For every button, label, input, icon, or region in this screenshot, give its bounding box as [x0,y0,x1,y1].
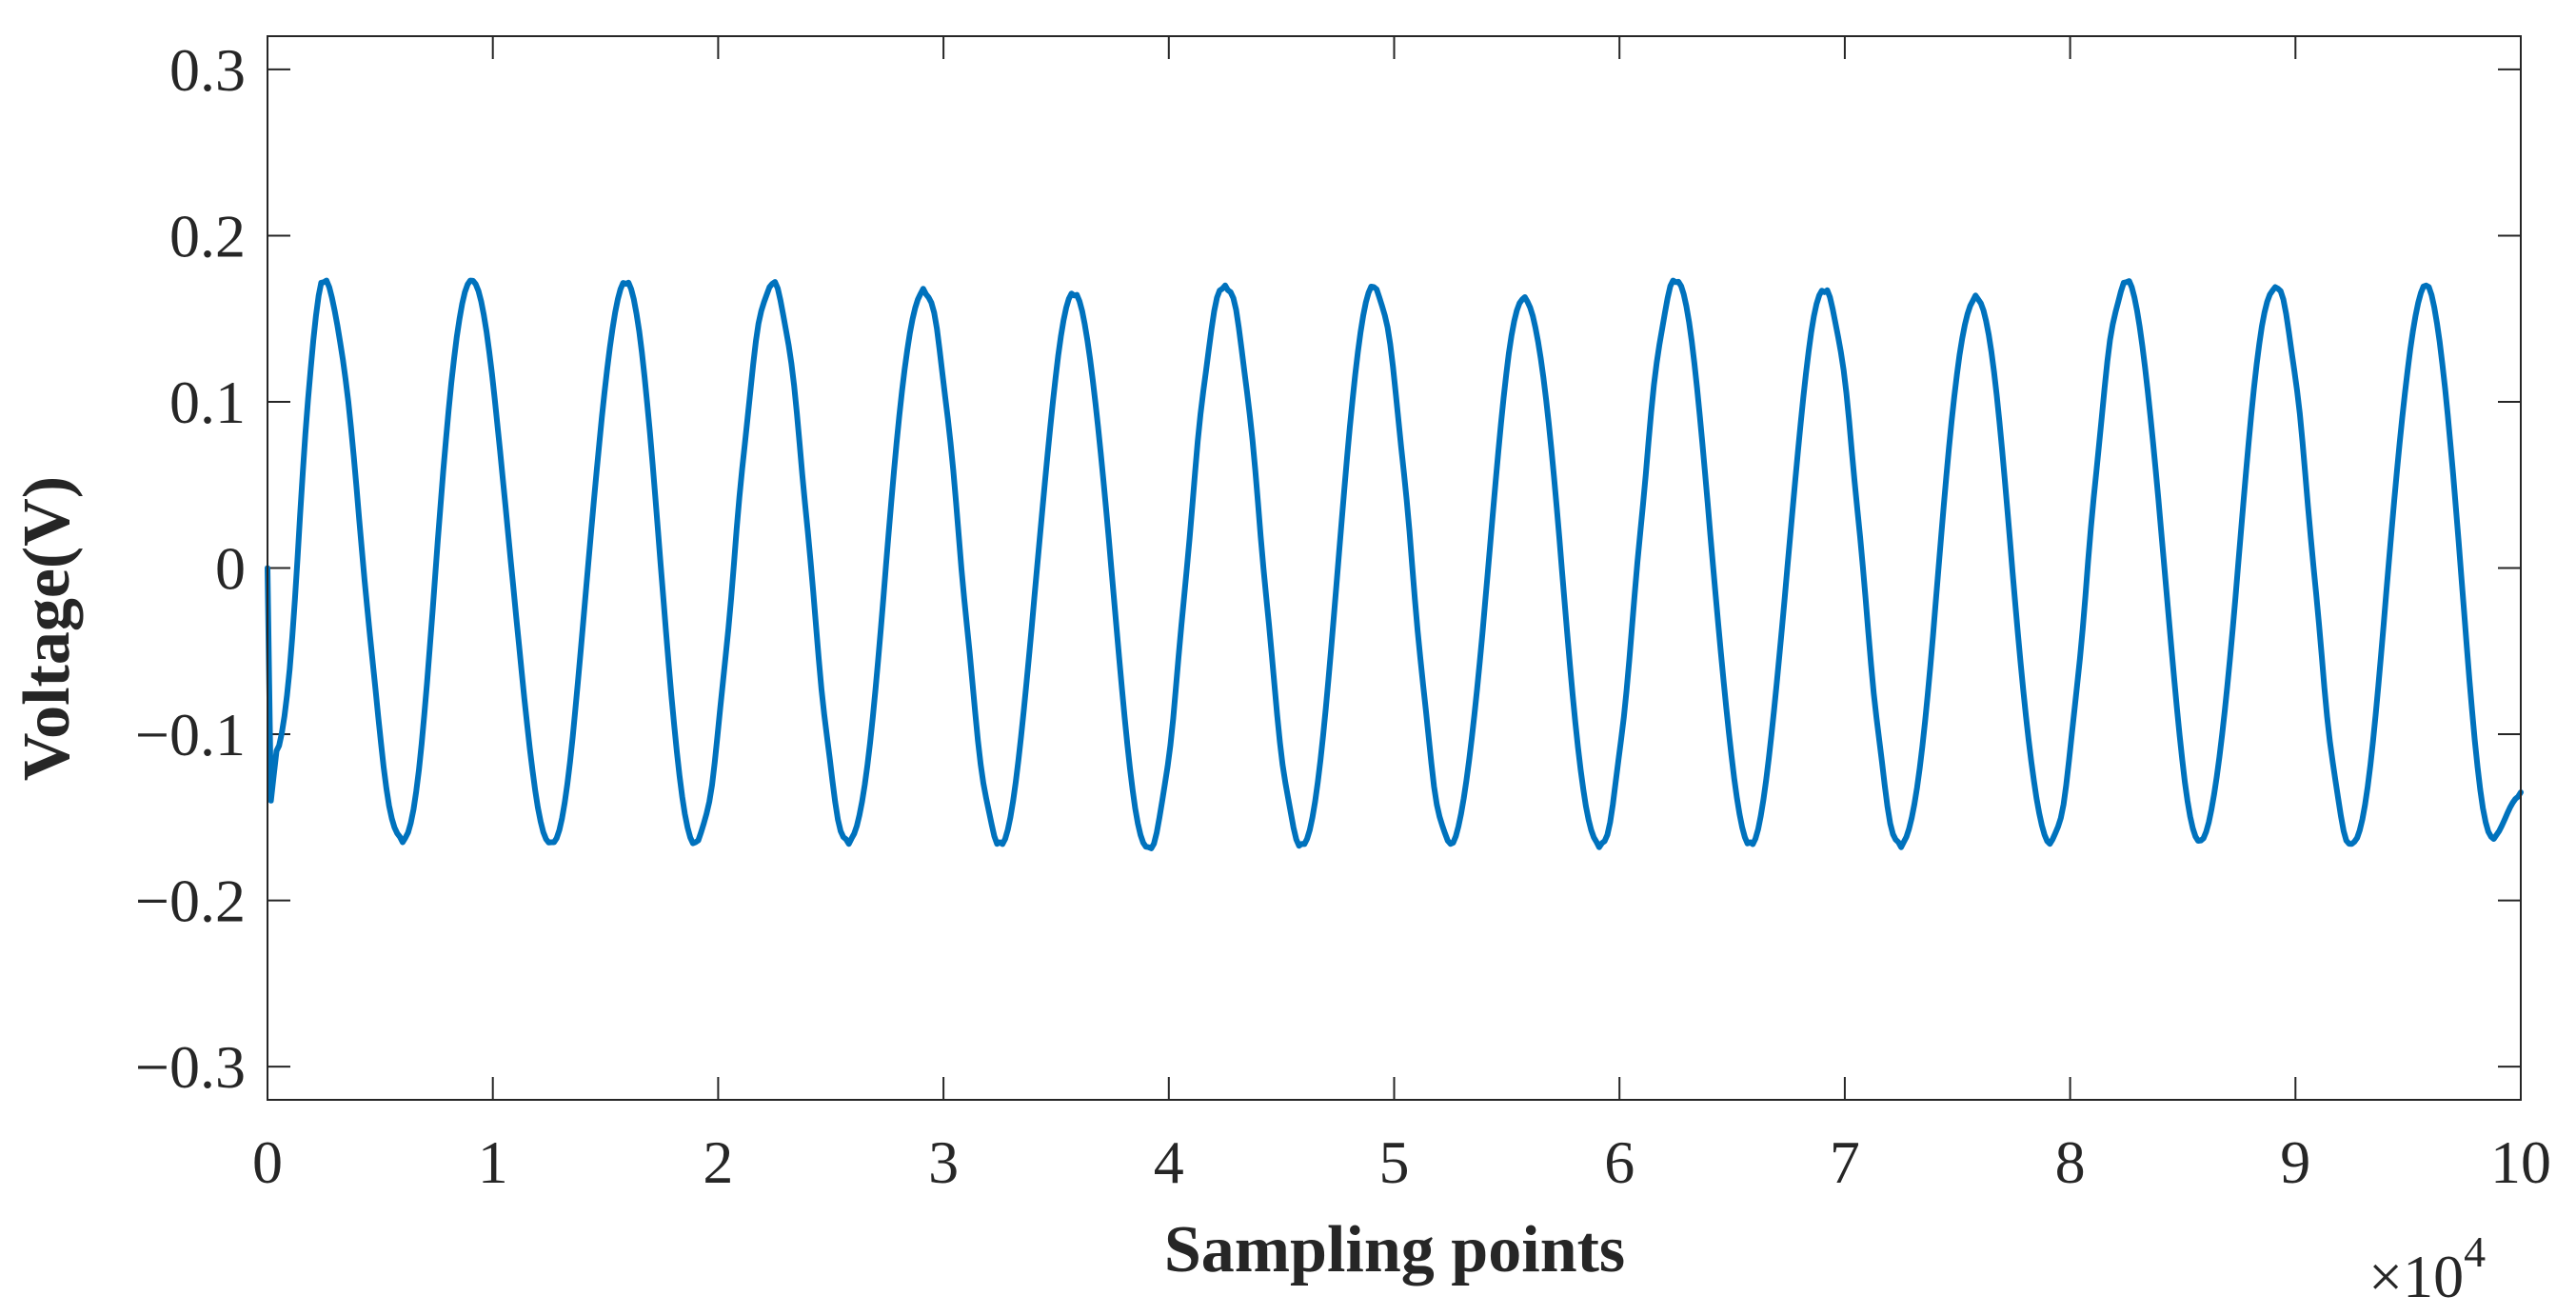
series-line [265,277,2524,851]
x-tick-label: 2 [703,1128,733,1196]
y-tick-label: 0 [215,535,246,603]
y-tick-label: −0.3 [135,1033,246,1101]
y-tick-label: 0.2 [169,202,246,269]
x-tick-label: 3 [928,1128,959,1196]
axis-ticks [267,36,2522,1100]
x-axis-label: Sampling points [1164,1213,1625,1286]
x-tick-label: 7 [1830,1128,1860,1196]
tick-labels: 0 1 2 3 4 5 6 7 8 9 10 0.3 0.2 0.1 0 −0.1 −0.2 −0.3 [135,36,2551,1196]
x-tick-label: 10 [2490,1128,2551,1196]
x-tick-label: 1 [478,1128,508,1196]
y-tick-label: −0.1 [135,701,246,768]
plot-frame [267,35,2522,1101]
x-tick-label: 5 [1379,1128,1410,1196]
x-axis-exponent-base: ×10 [2368,1243,2464,1310]
y-tick-label: 0.1 [169,369,246,436]
x-tick-label: 4 [1154,1128,1184,1196]
y-axis-label: Voltage(V) [10,476,84,781]
x-tick-label: 9 [2280,1128,2310,1196]
x-axis-exponent: ×104 [2368,1227,2486,1310]
x-tick-label: 6 [1604,1128,1635,1196]
y-tick-label: −0.2 [135,867,246,935]
x-axis-exponent-power: 4 [2464,1227,2486,1276]
x-tick-label: 0 [252,1128,283,1196]
x-tick-label: 8 [2055,1128,2086,1196]
y-tick-label: 0.3 [169,36,246,104]
